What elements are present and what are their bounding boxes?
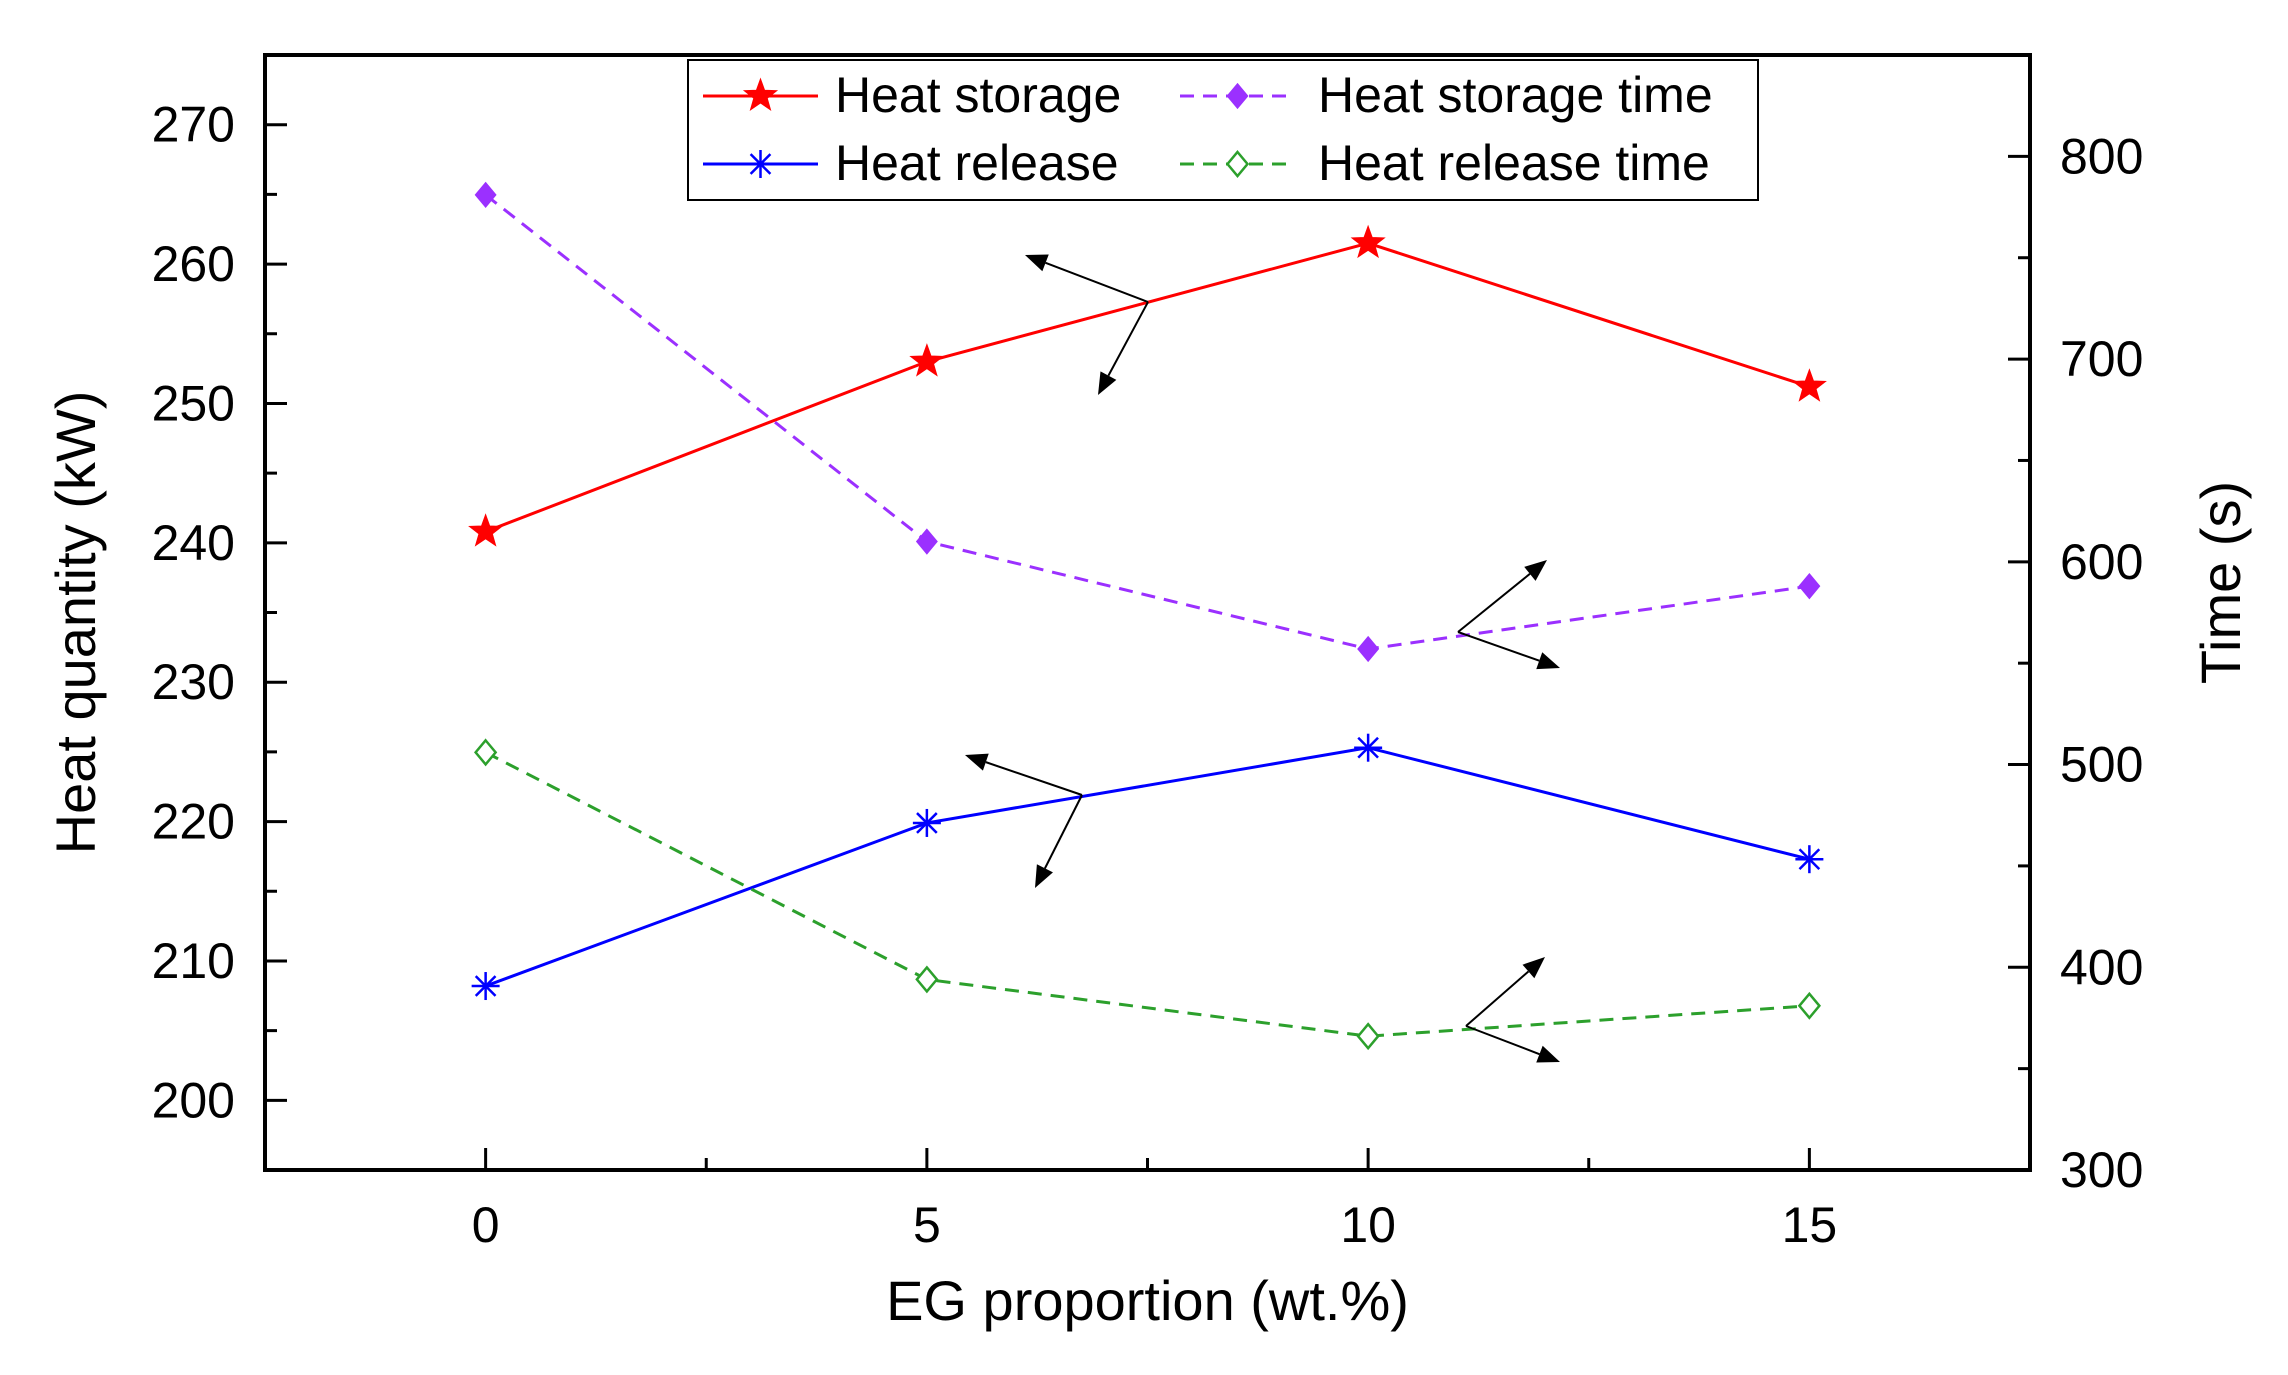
y-right-tick-label: 400 [2060,939,2143,995]
arrow-shaft [1044,794,1083,869]
asterisk-stroke [916,812,938,834]
x-tick-label: 15 [1782,1197,1838,1253]
data-point-heat-release [1795,845,1824,874]
data-point-heat-storage-time [474,181,497,209]
legend-box [687,59,1759,201]
y-axis-left-title: Heat quantity (kW) [44,391,107,855]
series-line-heat-release [485,746,1810,988]
legend-label-heat-storage: Heat storage [835,67,1121,123]
y-axis-right-title: Time (s) [2189,481,2252,684]
arrow-head [1035,864,1053,888]
arrow-shaft [1465,1025,1540,1056]
data-point-heat-release-time [1797,991,1822,1020]
data-point-heat-release [1354,733,1383,762]
arrow-head [1536,1045,1560,1063]
indicator-arrow [965,753,1083,796]
series-line-heat-storage-time [484,193,1810,651]
axis-indicator-arrows [965,254,1560,1063]
asterisk-stroke [1357,736,1379,759]
data-point-heat-release [471,972,500,1001]
legend-marker [1225,150,1250,178]
arrow-shaft [1457,573,1531,633]
asterisk-stroke [474,975,497,997]
asterisk-stroke [1798,848,1821,870]
data-point-heat-storage [468,513,504,547]
series-line-heat-storage [485,241,1810,534]
arrow-shaft [985,761,1083,796]
indicator-arrow [1465,1025,1560,1063]
y-right-tick-label: 700 [2060,331,2143,387]
x-tick-label: 0 [472,1197,500,1253]
y-left-tick-label: 230 [152,654,235,710]
y-left-tick-label: 210 [152,933,235,989]
arrow-head [1522,957,1545,979]
data-point-heat-storage [1791,368,1827,402]
tick-marks [265,123,2030,1172]
arrow-shaft [1045,261,1149,303]
data-point-heat-release-time [473,738,498,767]
indicator-arrow [1457,560,1547,633]
data-point-heat-storage [1350,224,1386,259]
legend-label-heat-storage-time: Heat storage time [1318,67,1713,123]
series-line-heat-release-time [484,751,1810,1038]
x-axis-title: EG proportion (wt.%) [886,1269,1409,1332]
legend-marker [742,77,779,111]
indicator-arrow [1465,957,1545,1027]
tick-labels: 0 5 10 15 200 210 220 230 240 250 260 270 300 400 500 6… [152,97,2144,1253]
indicator-arrow [1098,301,1149,395]
arrow-shaft [1107,301,1149,377]
data-point-heat-storage-time [1357,635,1380,663]
y-left-tick-label: 240 [152,515,235,571]
indicator-arrow [1035,794,1083,888]
y-left-tick-label: 250 [152,375,235,431]
y-right-tick-label: 600 [2060,534,2143,590]
data-markers [468,181,1827,1051]
legend-label-heat-release: Heat release [835,135,1119,191]
series-lines [484,193,1810,1038]
y-left-tick-label: 200 [152,1072,235,1128]
x-tick-label: 5 [913,1197,941,1253]
y-left-tick-label: 260 [152,236,235,292]
y-left-tick-label: 270 [152,97,235,153]
legend-label-heat-release-time: Heat release time [1318,135,1710,191]
data-point-heat-release [912,808,941,837]
y-right-tick-label: 500 [2060,737,2143,793]
indicator-arrow [1457,631,1560,670]
legend-marker [746,150,775,178]
indicator-arrow [1025,254,1149,303]
arrow-shaft [1457,631,1540,662]
arrow-head [1098,371,1117,395]
arrow-head [1536,652,1560,670]
arrow-shaft [1465,970,1530,1027]
data-point-heat-release-time [915,965,939,994]
data-point-heat-release-time [1356,1022,1380,1051]
asterisk-stroke [749,153,772,175]
y-right-tick-label: 800 [2060,128,2143,184]
legend-marker [1226,82,1249,110]
arrow-head [965,753,989,771]
arrow-head [1524,560,1547,581]
data-point-heat-storage [909,343,945,377]
arrow-head [1025,254,1049,272]
y-right-tick-label: 300 [2060,1142,2143,1198]
data-point-heat-storage-time [915,528,938,555]
x-tick-label: 10 [1340,1197,1396,1253]
data-point-heat-storage-time [1798,572,1821,600]
y-left-tick-label: 220 [152,794,235,850]
plot-frame [263,53,2032,1172]
legend: Heat storage Heat storage time Heat rele… [687,59,1759,201]
